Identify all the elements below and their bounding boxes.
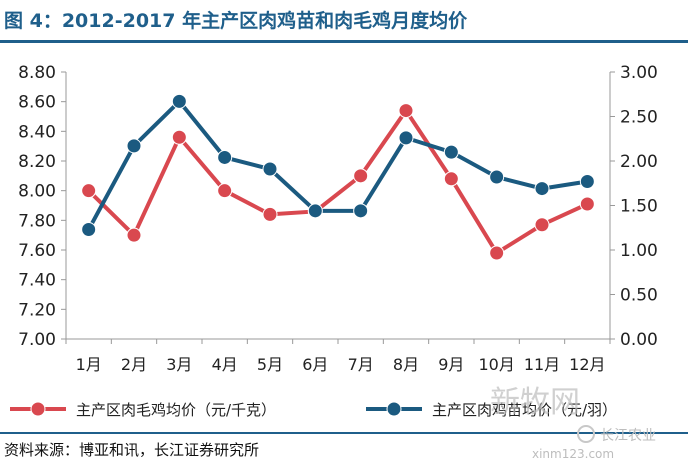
series-2-point <box>262 161 278 177</box>
x-tick-label: 3月 <box>166 355 192 374</box>
x-axis-ticks: 1月 2月 3月 4月 5月 6月 7月 8月 9月 10月 11月 12月 <box>65 339 611 374</box>
legend-item-1: 主产区肉毛鸡均价（元/千克） <box>10 401 276 419</box>
right-tick-label: 1.00 <box>620 241 658 261</box>
left-tick-label: 8.40 <box>18 122 56 142</box>
right-tick-label: 0.50 <box>620 286 658 306</box>
watermark-account: 长江农业 <box>600 428 656 444</box>
series-1-point <box>443 171 459 187</box>
x-tick-label: 8月 <box>393 355 419 374</box>
series-2-point <box>126 138 142 154</box>
x-tick-label: 4月 <box>212 355 238 374</box>
series-2-point <box>217 149 233 165</box>
x-tick-label: 11月 <box>524 355 560 374</box>
x-tick-label: 6月 <box>302 355 328 374</box>
x-tick-label: 7月 <box>348 355 374 374</box>
series-1-point <box>171 129 187 145</box>
left-tick-label: 7.80 <box>18 211 56 231</box>
series-1-point <box>353 168 369 184</box>
title-divider <box>0 40 688 43</box>
chart-title: 图 4：2012-2017 年主产区肉鸡苗和肉毛鸡月度均价 <box>4 10 468 32</box>
right-tick-label: 3.00 <box>620 63 658 83</box>
series-2-point <box>534 181 550 197</box>
left-tick-label: 8.80 <box>18 63 56 83</box>
series-1-point <box>262 206 278 222</box>
left-tick-label: 7.60 <box>18 241 56 261</box>
watermark-url: xinm123.com <box>532 447 614 461</box>
series-2-point <box>489 169 505 185</box>
series-layer <box>81 93 595 261</box>
series-2 <box>81 93 595 238</box>
series-2-point <box>579 173 595 189</box>
series-2-point <box>171 93 187 109</box>
watermark-brand: 新牧网 <box>490 385 580 420</box>
series-2-line <box>86 99 588 231</box>
left-tick-label: 7.20 <box>18 300 56 320</box>
left-tick-label: 7.40 <box>18 271 56 291</box>
watermark-logo: 新牧网 长江农业 xinm123.com <box>490 385 656 461</box>
series-1-line <box>87 108 589 255</box>
source-divider <box>0 432 688 434</box>
series-1-point <box>126 227 142 243</box>
source-note: 资料来源：博亚和讯，长江证券研究所 <box>4 441 260 459</box>
left-tick-label: 7.00 <box>18 330 56 350</box>
series-1-point <box>534 217 550 233</box>
left-axis-ticks: 7.00 7.20 7.40 7.60 7.80 8.00 8.20 8.40 8.60 8.80 <box>18 63 66 350</box>
series-2-point <box>81 222 97 238</box>
legend-label: 主产区肉毛鸡均价（元/千克） <box>76 401 276 419</box>
dual-axis-line-chart: 7.00 7.20 7.40 7.60 7.80 8.00 8.20 8.40 8.60 8.80… <box>10 63 658 419</box>
x-tick-label: 5月 <box>257 355 283 374</box>
right-axis-ticks: 0.00 0.50 1.00 1.50 2.00 2.50 3.00 <box>610 63 658 350</box>
chart-legend: 主产区肉毛鸡均价（元/千克） 主产区肉鸡苗均价（元/羽） <box>10 401 617 419</box>
x-tick-label: 2月 <box>121 355 147 374</box>
x-tick-label: 10月 <box>478 355 514 374</box>
right-tick-label: 1.50 <box>620 197 658 217</box>
left-tick-label: 8.20 <box>18 152 56 172</box>
left-tick-label: 8.00 <box>18 182 56 202</box>
legend-swatch-marker <box>386 401 402 417</box>
right-tick-label: 2.50 <box>620 108 658 128</box>
series-2-point <box>443 144 459 160</box>
series-1-point <box>579 196 595 212</box>
legend-label: 主产区肉鸡苗均价（元/羽） <box>432 401 617 419</box>
right-tick-label: 0.00 <box>620 330 658 350</box>
series-1-point <box>398 103 414 119</box>
series-2-point <box>398 130 414 146</box>
series-2-point <box>307 203 323 219</box>
legend-swatch-marker <box>30 401 46 417</box>
series-1-point <box>217 183 233 199</box>
series-1-point <box>489 245 505 261</box>
legend-item-2: 主产区肉鸡苗均价（元/羽） <box>366 401 617 419</box>
x-tick-label: 1月 <box>76 355 102 374</box>
x-tick-label: 12月 <box>569 355 605 374</box>
left-tick-label: 8.60 <box>18 93 56 113</box>
series-1-point <box>81 183 97 199</box>
right-tick-label: 2.00 <box>620 152 658 172</box>
x-tick-label: 9月 <box>438 355 464 374</box>
series-2-point <box>353 203 369 219</box>
